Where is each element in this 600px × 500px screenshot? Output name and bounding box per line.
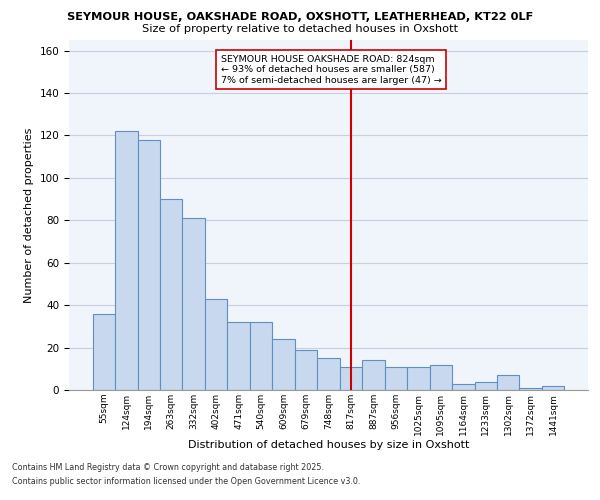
Bar: [92, 314, 115, 390]
X-axis label: Distribution of detached houses by size in Oxshott: Distribution of detached houses by size …: [188, 440, 469, 450]
Bar: [115, 131, 137, 390]
Bar: [340, 366, 362, 390]
Bar: [430, 364, 452, 390]
Bar: [317, 358, 340, 390]
Bar: [227, 322, 250, 390]
Bar: [542, 386, 565, 390]
Y-axis label: Number of detached properties: Number of detached properties: [24, 128, 34, 302]
Bar: [452, 384, 475, 390]
Bar: [497, 375, 520, 390]
Bar: [520, 388, 542, 390]
Bar: [295, 350, 317, 390]
Bar: [250, 322, 272, 390]
Bar: [475, 382, 497, 390]
Bar: [205, 299, 227, 390]
Bar: [182, 218, 205, 390]
Text: Contains HM Land Registry data © Crown copyright and database right 2025.: Contains HM Land Registry data © Crown c…: [12, 464, 324, 472]
Text: SEYMOUR HOUSE OAKSHADE ROAD: 824sqm
← 93% of detached houses are smaller (587)
7: SEYMOUR HOUSE OAKSHADE ROAD: 824sqm ← 93…: [221, 55, 442, 84]
Bar: [362, 360, 385, 390]
Text: Contains public sector information licensed under the Open Government Licence v3: Contains public sector information licen…: [12, 477, 361, 486]
Text: Size of property relative to detached houses in Oxshott: Size of property relative to detached ho…: [142, 24, 458, 34]
Text: SEYMOUR HOUSE, OAKSHADE ROAD, OXSHOTT, LEATHERHEAD, KT22 0LF: SEYMOUR HOUSE, OAKSHADE ROAD, OXSHOTT, L…: [67, 12, 533, 22]
Bar: [137, 140, 160, 390]
Bar: [407, 366, 430, 390]
Bar: [385, 366, 407, 390]
Bar: [160, 199, 182, 390]
Bar: [272, 339, 295, 390]
